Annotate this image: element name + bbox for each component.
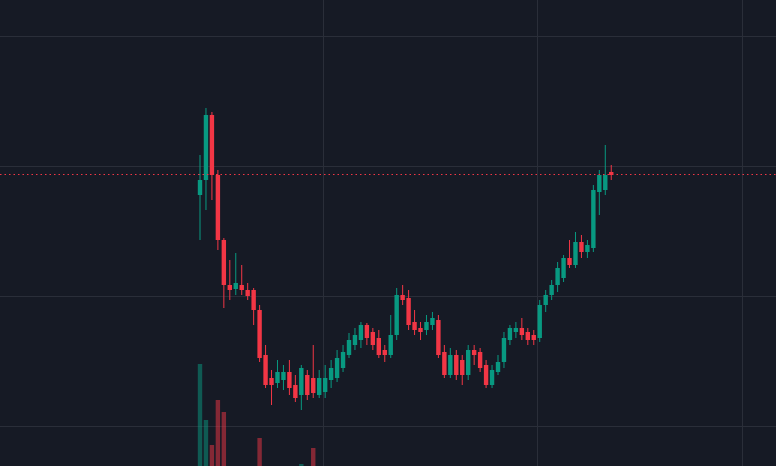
volume-bar bbox=[299, 464, 304, 466]
candle-body bbox=[305, 375, 310, 395]
candle-body bbox=[442, 352, 447, 375]
volume-bar bbox=[257, 438, 262, 466]
candle-body bbox=[561, 258, 566, 278]
candle-body bbox=[346, 340, 352, 355]
candle-body bbox=[233, 283, 238, 289]
candle-body bbox=[364, 325, 370, 338]
candle-body bbox=[591, 190, 596, 248]
volume-bar bbox=[221, 412, 227, 466]
candle-body bbox=[370, 332, 376, 345]
candle-body bbox=[460, 360, 465, 375]
candle-body bbox=[579, 242, 584, 252]
candle-body bbox=[525, 332, 530, 340]
candle-body bbox=[609, 172, 614, 175]
candle-body bbox=[394, 295, 399, 335]
candle-body bbox=[603, 175, 608, 190]
volume-bar bbox=[197, 364, 203, 466]
candle-body bbox=[454, 355, 459, 375]
candle-body bbox=[293, 385, 298, 398]
candle-body bbox=[573, 242, 578, 265]
candle-body bbox=[299, 368, 304, 395]
candle-body bbox=[239, 285, 244, 290]
candle-body bbox=[328, 368, 334, 380]
candle-body bbox=[257, 310, 262, 358]
candle-body bbox=[501, 338, 507, 362]
volume-bar bbox=[311, 448, 316, 466]
candle-body bbox=[221, 240, 227, 285]
candle-body bbox=[418, 328, 423, 332]
candle-body bbox=[585, 245, 590, 252]
candle-body bbox=[340, 352, 346, 368]
candle-body bbox=[555, 268, 560, 285]
candle-body bbox=[209, 115, 215, 175]
candle-body bbox=[334, 358, 340, 378]
candle-body bbox=[519, 328, 525, 335]
candle-body bbox=[495, 362, 501, 372]
candle-body bbox=[227, 285, 232, 290]
candle-body bbox=[269, 378, 274, 385]
volume-bar bbox=[209, 445, 215, 466]
candle-body bbox=[424, 322, 429, 330]
candle-body bbox=[376, 338, 381, 355]
candle-body bbox=[287, 372, 292, 388]
candle-body bbox=[317, 378, 322, 395]
candle-body bbox=[513, 328, 519, 332]
candle-body bbox=[388, 335, 393, 355]
candle-body bbox=[567, 258, 572, 265]
candle-body bbox=[281, 372, 286, 380]
candle-body bbox=[311, 378, 316, 393]
candle-body bbox=[400, 295, 405, 300]
candle-body bbox=[382, 350, 387, 355]
candle-body bbox=[471, 350, 477, 355]
candle-body bbox=[543, 295, 548, 305]
candle-body bbox=[597, 175, 602, 192]
volume-bar bbox=[215, 400, 221, 466]
candle-body bbox=[537, 305, 542, 338]
candle-body bbox=[215, 175, 221, 240]
candle-body bbox=[430, 318, 435, 325]
candle-body bbox=[358, 325, 364, 340]
candle-body bbox=[263, 355, 268, 385]
candle-body bbox=[483, 365, 489, 385]
candle-body bbox=[549, 285, 554, 295]
candle-body bbox=[448, 355, 453, 375]
volume-bar bbox=[203, 420, 209, 466]
candle-body bbox=[275, 372, 280, 383]
candle-body bbox=[412, 322, 417, 330]
candle-body bbox=[197, 180, 203, 195]
candle-body bbox=[466, 350, 471, 375]
candle-body bbox=[245, 290, 250, 296]
candle-body bbox=[436, 320, 441, 355]
candle-body bbox=[203, 115, 209, 180]
candle-body bbox=[477, 352, 483, 368]
candle-body bbox=[406, 298, 411, 325]
candle-body bbox=[322, 378, 328, 392]
candle-body bbox=[352, 335, 358, 345]
candle-body bbox=[507, 328, 513, 340]
candle-body bbox=[251, 290, 256, 310]
candle-body bbox=[489, 370, 495, 385]
candle-body bbox=[531, 335, 536, 340]
